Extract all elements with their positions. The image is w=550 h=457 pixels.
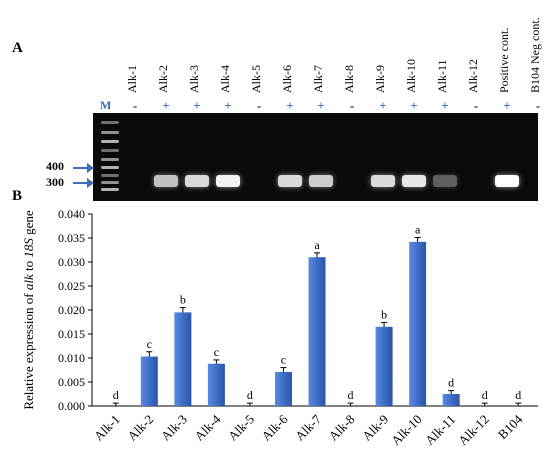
gel-band [371, 175, 395, 187]
gel-lane-label: Alk-10 [404, 59, 418, 93]
category-label: Alk-4 [191, 411, 223, 443]
significance-letter: c [281, 353, 286, 367]
y-axis-label: Relative expression of alk to 18S gene [21, 210, 36, 410]
gel-band [309, 175, 333, 187]
plus-sign: + [441, 98, 449, 113]
minus-sign: - [535, 98, 541, 113]
gel-lane-label: Alk-7 [311, 65, 325, 93]
category-label: Alk-6 [259, 411, 291, 443]
gel-lane-label: Alk-5 [249, 65, 263, 93]
gel-lane-label: Alk-4 [218, 65, 232, 93]
significance-letter: c [147, 337, 152, 351]
y-tick-label: 0.005 [58, 375, 85, 389]
minus-sign: - [256, 98, 262, 113]
category-label: Alk-11 [422, 412, 458, 448]
gel-lane-label: Alk-3 [187, 65, 201, 93]
category-label: Alk-7 [292, 411, 324, 443]
gel-band [402, 175, 426, 187]
minus-sign: - [349, 98, 355, 113]
significance-letter: a [415, 223, 421, 237]
gel-lane-label: Positive cont. [497, 27, 511, 93]
gel-lane-label: Alk-12 [466, 59, 480, 93]
bar [207, 363, 225, 406]
gel-band [154, 175, 178, 187]
significance-letter: d [348, 388, 354, 402]
expression-bar-chart: 0.000 0.005 0.010 0.015 0.020 0.025 0.030 0.035… [21, 207, 538, 449]
significance-letter: d [247, 388, 253, 402]
y-tick-label: 0.030 [58, 255, 85, 269]
gel-band [433, 175, 457, 187]
panel-b-label: B [12, 188, 23, 204]
panel-a-label: A [12, 40, 23, 56]
category-label: Alk-3 [158, 412, 190, 444]
category-label: Alk-8 [326, 412, 358, 444]
significance-letter: d [482, 388, 488, 402]
ladder-band [101, 140, 119, 143]
minus-sign: - [132, 98, 138, 113]
category-label: Alk-1 [91, 412, 123, 444]
significance-letter: b [381, 307, 387, 321]
plus-sign: + [162, 98, 170, 113]
minus-sign: - [473, 98, 479, 113]
y-tick-label: 0.040 [58, 207, 85, 221]
bar [409, 241, 427, 406]
significance-letter: c [214, 345, 219, 359]
ladder-band [101, 149, 119, 152]
marker-300-arrow [73, 178, 94, 188]
plus-sign: + [286, 98, 294, 113]
plus-sign: + [503, 98, 511, 113]
y-tick-label: 0.000 [58, 399, 85, 413]
category-label: Alk-2 [124, 412, 156, 444]
ladder-band [101, 121, 119, 124]
gel-lane-label: Alk-1 [125, 65, 139, 93]
marker-lane-label: M [100, 98, 112, 112]
ladder-band [101, 158, 119, 161]
category-label: B104 [495, 411, 526, 442]
significance-letter: d [515, 388, 521, 402]
marker-400-label: 400 [46, 159, 64, 173]
gel-lane-label: Alk-9 [373, 65, 387, 93]
bar [274, 371, 292, 406]
plus-sign: + [379, 98, 387, 113]
bar [442, 394, 460, 406]
gel-lane-label: Alk-6 [280, 65, 294, 93]
y-tick-label: 0.035 [58, 231, 85, 245]
ladder-band [101, 174, 119, 177]
plus-sign: + [317, 98, 325, 113]
bar [375, 326, 393, 406]
gel-lane-label: Alk-8 [342, 65, 356, 93]
significance-letter: d [113, 388, 119, 402]
plus-sign: + [410, 98, 418, 113]
ladder-band [101, 131, 119, 134]
bar [174, 312, 192, 406]
marker-300-label: 300 [46, 175, 64, 189]
significance-letter: b [180, 293, 186, 307]
y-tick-label: 0.015 [58, 327, 85, 341]
ladder-band [101, 166, 119, 169]
ladder-band [101, 188, 119, 191]
gel-lane-label: B104 Neg cont. [528, 17, 542, 93]
category-label: Alk-12 [455, 412, 492, 449]
significance-letter: d [448, 376, 454, 390]
bar [140, 356, 158, 406]
category-label: Alk-10 [388, 412, 425, 449]
gel-lane-label: Alk-11 [435, 59, 449, 93]
gel-band [278, 175, 302, 187]
plus-sign: + [224, 98, 232, 113]
y-tick-label: 0.020 [58, 303, 85, 317]
y-tick-label: 0.025 [58, 279, 85, 293]
significance-letter: a [314, 238, 320, 252]
plus-sign: + [193, 98, 201, 113]
gel-lane-label: Alk-2 [156, 65, 170, 93]
bar [308, 257, 326, 406]
category-label: Alk-5 [225, 412, 257, 444]
y-tick-label: 0.010 [58, 351, 85, 365]
gel-band [216, 175, 240, 187]
gel-band [185, 175, 209, 187]
marker-400-arrow [73, 163, 94, 173]
ladder-band [101, 181, 119, 184]
gel-band [495, 175, 519, 187]
category-label: Alk-9 [359, 412, 391, 444]
gel-image [93, 113, 538, 201]
